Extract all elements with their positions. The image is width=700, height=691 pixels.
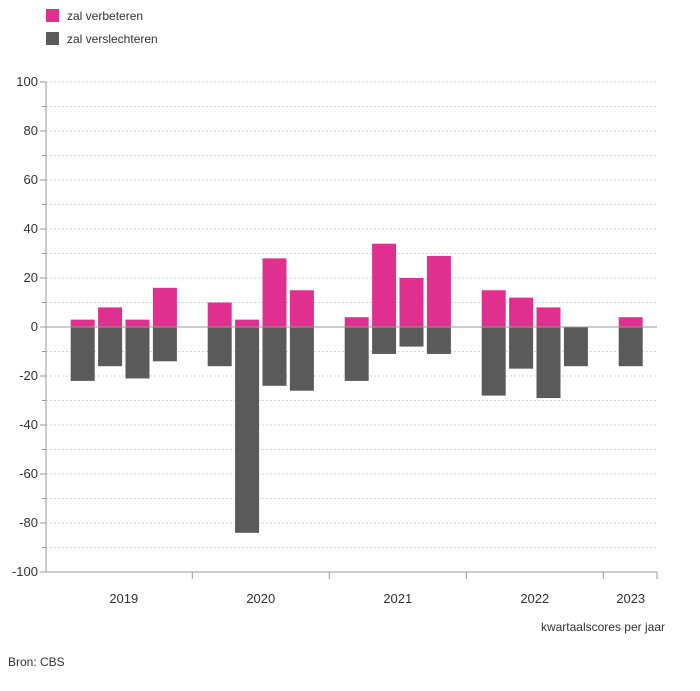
bar-improve <box>481 290 506 327</box>
bar-worsen <box>70 327 95 381</box>
source-note: Bron: CBS <box>8 655 65 669</box>
x-axis-label: kwartaalscores per jaar <box>541 620 665 634</box>
bar-improve <box>344 317 369 327</box>
bar-worsen <box>125 327 150 379</box>
bar-improve <box>618 317 643 327</box>
y-tick-label: 20 <box>24 270 38 285</box>
bar-worsen <box>618 327 643 367</box>
bar-worsen <box>426 327 451 354</box>
legend-swatch-improve <box>46 9 59 22</box>
bar-worsen <box>152 327 177 362</box>
bar-improve <box>152 287 177 327</box>
y-tick-label: 80 <box>24 123 38 138</box>
bar-worsen <box>207 327 232 367</box>
x-tick-label: 2021 <box>383 591 412 606</box>
bar-improve <box>125 319 150 327</box>
x-tick-label: 2019 <box>109 591 138 606</box>
y-tick-label: 0 <box>31 319 38 334</box>
bar-worsen <box>536 327 561 399</box>
bar-improve <box>536 307 561 327</box>
bar-improve <box>98 307 123 327</box>
bar-worsen <box>262 327 287 386</box>
legend-label-improve: zal verbeteren <box>67 8 144 23</box>
bar-improve <box>399 278 424 327</box>
bar-worsen <box>344 327 369 381</box>
legend-item-improve: zal verbeteren <box>46 4 158 27</box>
x-tick-label: 2023 <box>616 591 645 606</box>
legend-label-worsen: zal verslechteren <box>67 31 158 46</box>
bar-improve <box>235 319 260 327</box>
bar-improve <box>207 302 232 327</box>
legend-item-worsen: zal verslechteren <box>46 27 158 50</box>
bar-worsen <box>372 327 397 354</box>
y-tick-label: -80 <box>19 515 38 530</box>
bar-worsen <box>289 327 314 391</box>
bar-worsen <box>563 327 588 367</box>
y-tick-label: 60 <box>24 172 38 187</box>
y-tick-label: -100 <box>12 564 38 579</box>
y-tick-label: -40 <box>19 417 38 432</box>
bar-improve <box>372 243 397 327</box>
bar-improve <box>262 258 287 327</box>
bar-worsen <box>235 327 260 533</box>
bar-improve <box>289 290 314 327</box>
x-tick-label: 2020 <box>246 591 275 606</box>
bar-improve <box>509 297 534 327</box>
y-tick-label: -60 <box>19 466 38 481</box>
y-tick-label: 40 <box>24 221 38 236</box>
y-tick-label: -20 <box>19 368 38 383</box>
bar-worsen <box>98 327 123 367</box>
bar-improve <box>426 255 451 327</box>
bar-worsen <box>399 327 424 347</box>
y-tick-label: 100 <box>16 74 38 89</box>
legend: zal verbeteren zal verslechteren <box>46 4 158 50</box>
legend-swatch-worsen <box>46 32 59 45</box>
bar-worsen <box>509 327 534 369</box>
bar-worsen <box>481 327 506 396</box>
bar-improve <box>70 319 95 327</box>
x-tick-label: 2022 <box>520 591 549 606</box>
